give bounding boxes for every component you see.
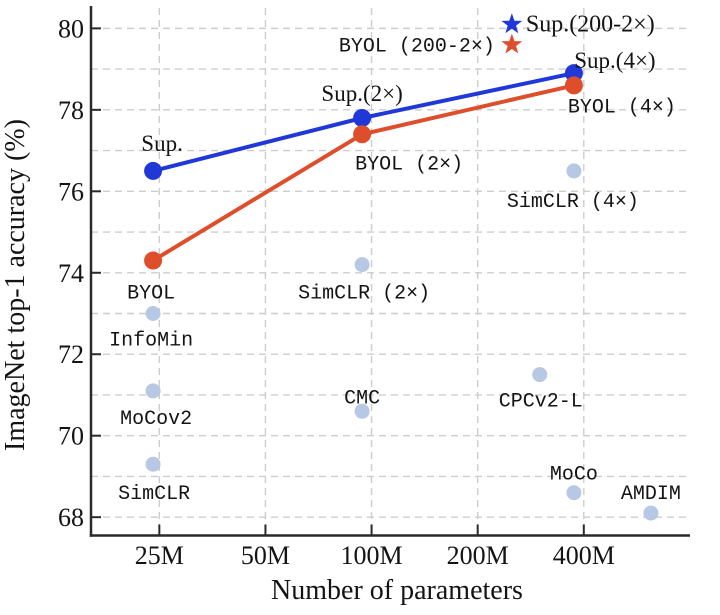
point-label-sup: Sup.	[141, 131, 183, 156]
point-label-moco: MoCo	[550, 464, 598, 487]
point-label-simclr: SimCLR	[118, 483, 190, 506]
point-label-cpcv2-l: CPCv2-L	[499, 391, 583, 414]
y-tick-label-70: 70	[58, 422, 84, 451]
y-tick-label-78: 78	[58, 96, 84, 125]
point-label-mocov2: MoCov2	[120, 408, 192, 431]
x-tick-label-50m: 50M	[241, 541, 290, 570]
point-moco	[566, 485, 582, 501]
point-label-infomin: InfoMin	[109, 330, 193, 353]
point-amdim	[643, 505, 659, 521]
point-label-sup-2x: Sup.(2×)	[321, 81, 402, 106]
y-axis-title: ImageNet top-1 accuracy (%)	[0, 119, 31, 451]
y-tick-label-72: 72	[58, 340, 84, 369]
point-label-cmc: CMC	[344, 387, 380, 410]
point-byol	[144, 251, 163, 270]
point-label-sup-4x: Sup.(4×)	[574, 48, 655, 73]
star-marker-byol-200-2x	[501, 33, 523, 54]
point-byol-4x	[564, 76, 583, 95]
point-simclr	[145, 456, 161, 472]
y-tick-label-74: 74	[58, 259, 84, 288]
point-label-simclr-4x: SimCLR (4×)	[507, 191, 639, 214]
y-tick-label-76: 76	[58, 177, 84, 206]
point-label-amdim: AMDIM	[621, 483, 681, 506]
x-tick-label-100m: 100M	[341, 541, 403, 570]
y-tick-label-68: 68	[58, 503, 84, 532]
y-tick-label-80: 80	[58, 14, 84, 43]
point-sup	[144, 161, 163, 180]
point-simclr-4x	[566, 163, 582, 179]
point-label-byol-4x: BYOL (4×)	[568, 96, 676, 119]
point-label-byol-2x: BYOL (2×)	[355, 153, 463, 176]
point-cpcv2-l	[532, 367, 548, 383]
x-axis-title: Number of parameters	[271, 575, 523, 606]
point-simclr-2x	[354, 257, 370, 273]
x-tick-label-400m: 400M	[553, 541, 615, 570]
x-tick-label-25m: 25M	[135, 541, 184, 570]
point-sup-2x	[353, 108, 372, 127]
point-label-byol: BYOL	[127, 283, 175, 306]
point-byol-2x	[353, 125, 372, 144]
x-tick-label-200m: 200M	[447, 541, 509, 570]
point-label-sup-200-2x: Sup.(200-2×)	[526, 11, 655, 37]
point-cmc	[354, 403, 370, 419]
star-marker-sup-200-2x	[501, 13, 523, 34]
point-label-byol-200-2x: BYOL (200-2×)	[339, 36, 495, 59]
point-mocov2	[145, 383, 161, 399]
point-infomin	[145, 306, 161, 322]
point-label-simclr-2x: SimCLR (2×)	[298, 283, 430, 306]
